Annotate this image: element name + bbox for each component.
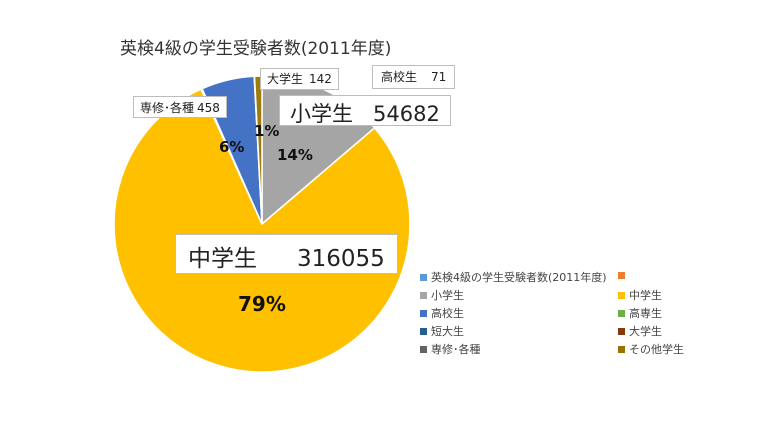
legend-label: その他学生	[629, 343, 684, 356]
legend-swatch	[420, 327, 427, 335]
legend-label: 英検4級の学生受験者数(2011年度)	[431, 271, 607, 284]
callout-shou-value: 54682	[373, 102, 440, 126]
legend-label: 大学生	[629, 325, 662, 338]
callout-koukou-label: 高校生	[381, 70, 418, 84]
legend-item: 高専生	[618, 305, 662, 321]
legend-item: 中学生	[618, 287, 662, 303]
callout-koukou: 高校生 71	[372, 65, 456, 89]
legend-swatch	[420, 273, 427, 281]
legend-item: 小学生	[420, 287, 464, 303]
legend-label: 高校生	[431, 307, 464, 320]
legend-item: 高校生	[420, 305, 464, 321]
legend-item: 短大生	[420, 323, 464, 339]
legend-swatch	[618, 327, 625, 335]
callout-daigaku-value: 142	[309, 72, 332, 86]
pct-label-senshu: 6%	[219, 138, 245, 156]
callout-senshu-label: 専修･各種	[140, 101, 195, 115]
callout-chuu: 中学生 316055	[175, 234, 398, 274]
pct-label-shou: 14%	[277, 146, 313, 164]
callout-shou-label: 小学生	[290, 102, 353, 126]
callout-daigaku: 大学生 142	[260, 68, 339, 90]
legend-item	[618, 269, 629, 282]
pct-label-other: 1%	[254, 122, 280, 140]
legend-label: 専修･各種	[431, 343, 481, 356]
legend-item: 専修･各種	[420, 341, 481, 357]
pie-slice-1	[113, 88, 411, 373]
legend-swatch	[420, 291, 427, 299]
legend-swatch	[618, 291, 625, 299]
callout-senshu-value: 458	[197, 101, 220, 115]
pct-label-chuu: 79%	[238, 292, 286, 316]
legend-swatch	[420, 345, 427, 353]
callout-shou: 小学生 54682	[279, 95, 451, 126]
legend-swatch	[420, 309, 427, 317]
legend-swatch	[618, 271, 625, 279]
legend-swatch	[618, 345, 625, 353]
callout-chuu-label: 中学生	[188, 246, 257, 272]
callout-daigaku-label: 大学生	[267, 72, 304, 86]
legend-item: 大学生	[618, 323, 662, 339]
legend-label: 短大生	[431, 325, 464, 338]
callout-senshu: 専修･各種 458	[133, 96, 227, 118]
legend-swatch	[618, 309, 625, 317]
legend-label: 中学生	[629, 289, 662, 302]
callout-chuu-value: 316055	[297, 246, 385, 272]
legend-label: 高専生	[629, 307, 662, 320]
legend-item: その他学生	[618, 341, 684, 357]
callout-koukou-value: 71	[431, 70, 447, 84]
legend-item: 英検4級の学生受験者数(2011年度)	[420, 269, 607, 285]
chart-title: 英検4級の学生受験者数(2011年度)	[120, 39, 392, 59]
legend-label: 小学生	[431, 289, 464, 302]
